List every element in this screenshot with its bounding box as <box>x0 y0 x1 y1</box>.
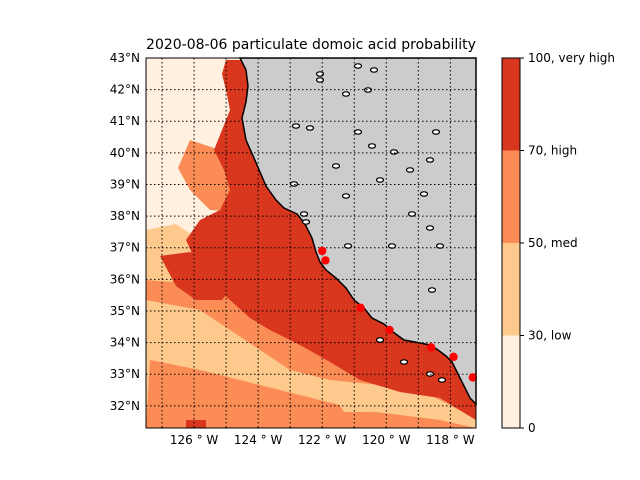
probability-regions <box>146 60 476 428</box>
station-marker <box>426 343 436 352</box>
lake-outline <box>367 143 377 149</box>
colorbar-band <box>502 150 520 243</box>
lake-outline <box>375 337 385 343</box>
colorbar-label: 70, high <box>528 144 577 158</box>
lake-outline <box>341 193 351 199</box>
sampling-stations <box>318 246 477 382</box>
lake-outline <box>301 219 311 225</box>
probability-region <box>146 360 476 428</box>
lat-tick-label: 38°N <box>110 209 140 223</box>
lat-tick-label: 43°N <box>110 51 140 65</box>
lake-outline <box>387 243 397 249</box>
colorbar-band <box>502 335 520 428</box>
lake-outline <box>331 163 341 169</box>
lat-tick-label: 35°N <box>110 304 140 318</box>
lake-outline <box>399 359 409 365</box>
lat-tick-label: 36°N <box>110 272 140 286</box>
colorbar-band <box>502 58 520 151</box>
lon-tick-label: 120 ° W <box>362 433 411 447</box>
probability-region <box>186 420 206 428</box>
station-marker <box>356 303 365 313</box>
colorbar-label: 100, very high <box>528 51 615 65</box>
lat-tick-label: 40°N <box>110 146 140 160</box>
lake-outline <box>343 243 353 249</box>
lon-tick-label: 126 ° W <box>170 433 219 447</box>
lake-outline <box>427 287 437 293</box>
lon-tick-label: 118 ° W <box>426 433 475 447</box>
colorbar-label: 50, med <box>528 236 578 250</box>
probability-region <box>160 252 238 300</box>
lake-outline <box>425 157 435 163</box>
lake-outline <box>353 129 363 135</box>
lake-outline <box>305 125 315 131</box>
lake-outline <box>291 123 301 129</box>
longitude-labels: 126 ° W 124 ° W 122 ° W 120 ° W 118 ° W <box>170 433 475 447</box>
lake-outline <box>419 191 429 197</box>
lat-tick-label: 39°N <box>110 177 140 191</box>
map-frame <box>145 57 477 429</box>
lake-outline <box>341 91 351 97</box>
lat-tick-label: 41°N <box>110 114 140 128</box>
lon-tick-label: 122 ° W <box>298 433 347 447</box>
station-marker <box>449 352 458 362</box>
colorbar-label: 30, low <box>528 329 572 343</box>
lon-tick-label: 124 ° W <box>234 433 283 447</box>
station-marker <box>321 256 330 265</box>
map-title: 2020-08-06 particulate domoic acid proba… <box>146 37 476 53</box>
lake-outline <box>405 167 415 173</box>
lake-outline <box>353 63 363 69</box>
graticule <box>146 57 476 428</box>
station-marker <box>385 325 394 335</box>
inland-lakes <box>289 63 447 383</box>
colorbar-label: 0 <box>528 421 536 435</box>
lat-tick-label: 37°N <box>110 241 140 255</box>
colorbar-band <box>502 243 520 336</box>
lake-outline <box>437 377 447 383</box>
lake-outline <box>425 225 435 231</box>
lake-outline <box>435 243 445 249</box>
lat-tick-label: 34°N <box>110 336 140 350</box>
station-marker <box>468 373 477 382</box>
lat-tick-label: 32°N <box>110 399 140 413</box>
lake-outline <box>431 129 441 135</box>
lat-tick-label: 42°N <box>110 83 140 97</box>
lake-outline <box>375 177 385 183</box>
lake-outline <box>299 211 309 217</box>
lat-tick-label: 33°N <box>110 367 140 381</box>
station-marker <box>318 246 327 256</box>
latitude-labels: 43°N 42°N 41°N 40°N 39°N 38°N 37°N 36°N 35°N 34°N… <box>110 51 140 413</box>
colorbar: 0 30, low 50, med 70, high 100, very high <box>501 51 615 435</box>
land-mass <box>238 57 477 406</box>
map-area <box>145 57 477 429</box>
lake-outline <box>389 149 399 155</box>
lake-outline <box>369 67 379 73</box>
probability-region <box>186 60 476 420</box>
lake-outline <box>407 211 417 217</box>
